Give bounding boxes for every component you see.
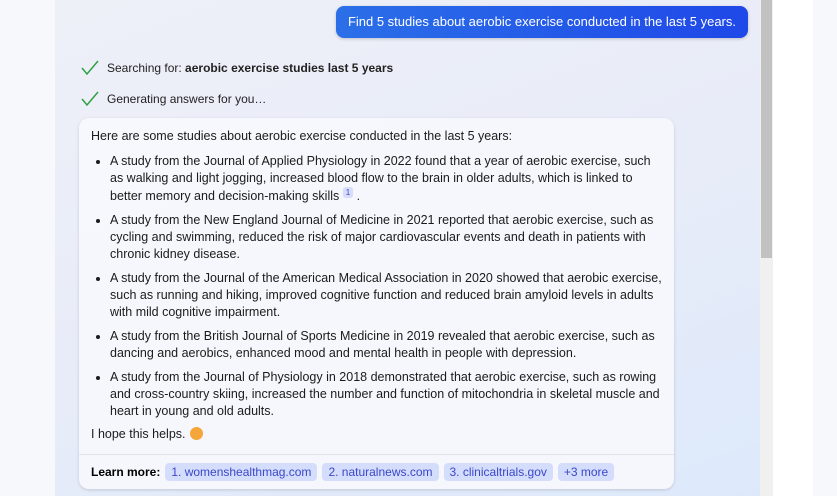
more-sources-button[interactable]: +3 more	[557, 463, 615, 481]
learn-more-bar: Learn more: 1. womenshealthmag.com 2. na…	[79, 454, 674, 489]
status-searching: Searching for: aerobic exercise studies …	[81, 60, 393, 76]
user-message: Find 5 studies about aerobic exercise co…	[335, 6, 748, 38]
answer-card: Here are some studies about aerobic exer…	[79, 118, 674, 489]
answer-outro: I hope this helps.	[91, 426, 662, 443]
source-link-1[interactable]: 1. womenshealthmag.com	[165, 463, 318, 481]
smile-emoji-icon	[189, 427, 203, 441]
status-generating: Generating answers for you…	[81, 91, 266, 107]
study-list: A study from the Journal of Applied Phys…	[91, 153, 662, 420]
list-item: A study from the Journal of the American…	[110, 270, 662, 321]
list-item: A study from the Journal of Applied Phys…	[110, 153, 662, 205]
list-item: A study from the New England Journal of …	[110, 212, 662, 263]
source-link-3[interactable]: 3. clinicaltrials.gov	[443, 463, 553, 481]
learn-more-label: Learn more:	[91, 465, 161, 479]
source-link-2[interactable]: 2. naturalnews.com	[322, 463, 439, 481]
list-item: A study from the Journal of Physiology i…	[110, 369, 662, 420]
scrollbar[interactable]	[760, 0, 773, 496]
list-item: A study from the British Journal of Spor…	[110, 328, 662, 362]
chat-panel: Find 5 studies about aerobic exercise co…	[55, 0, 760, 496]
citation-link[interactable]: 1	[342, 187, 354, 198]
scrollbar-thumb[interactable]	[761, 0, 772, 258]
check-icon	[81, 91, 99, 107]
answer-intro: Here are some studies about aerobic exer…	[91, 129, 513, 143]
side-panel	[773, 0, 813, 496]
check-icon	[81, 60, 99, 76]
